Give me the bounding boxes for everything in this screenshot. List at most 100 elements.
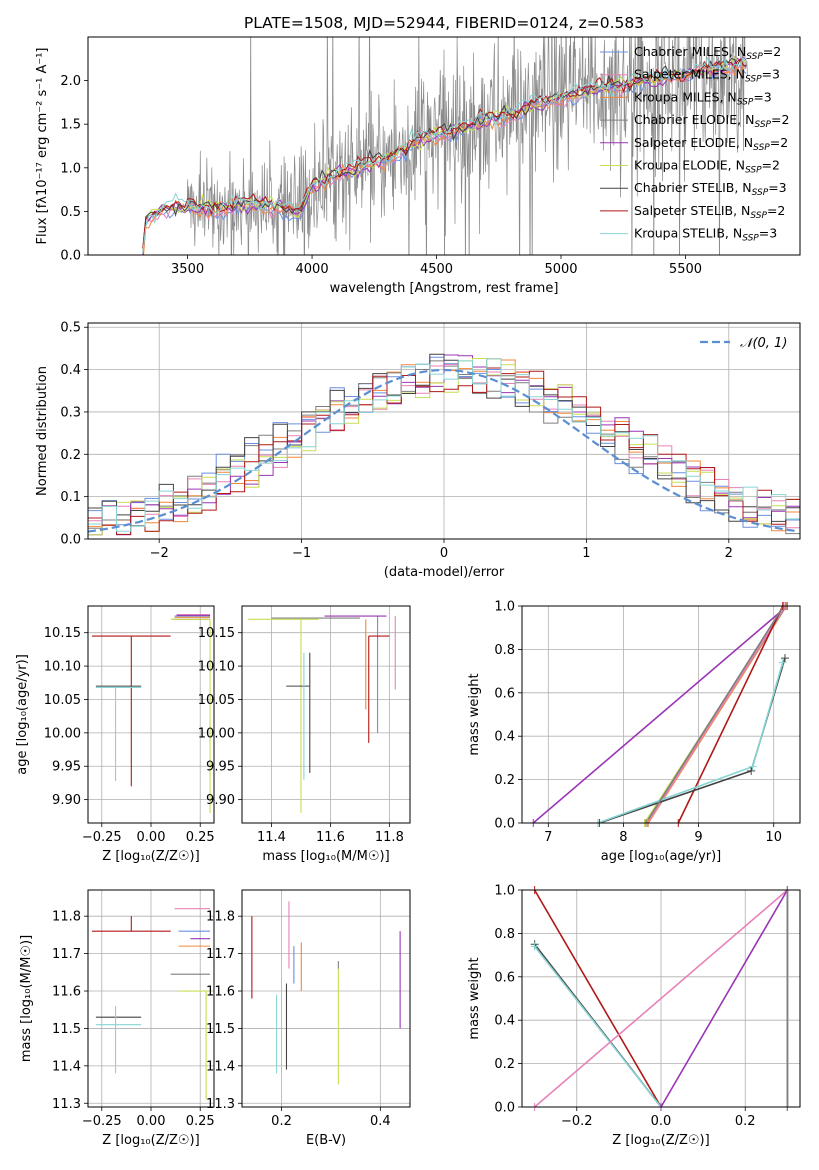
y-tick-label: 10.10 [44,660,81,675]
x-tick-label: 2 [725,546,733,561]
weight-line [532,606,788,823]
y-tick-label: 0.4 [494,1014,515,1029]
x-tick-label: 4500 [420,262,453,277]
y-tick-label: 11.5 [206,1022,235,1037]
x-tick-label: −0.2 [561,1114,593,1129]
y-tick-label: 0.0 [60,533,81,548]
residual-histogram [88,358,800,532]
axes-frame [87,36,801,256]
x-tick-label: 0.25 [186,830,215,845]
x-tick-label: 11.4 [257,830,286,845]
y-tick-label: 11.5 [52,1022,81,1037]
y-tick-label: 0.0 [60,249,81,264]
y-tick-label: 9.90 [206,793,235,808]
weight-marker [530,942,539,951]
panel-weight_vs_age: 7 8 9 10 0.0 0.2 0.4 0.6 0.8 1.0 age [log₁₀(age/yr… [467,600,801,864]
model-spectrum [142,56,747,253]
y-tick-label: 0.3 [60,405,81,420]
x-tick-label: 7 [544,830,552,845]
weight-marker [780,654,789,663]
y-tick-label: 1.0 [494,884,515,899]
x-tick-label: 5500 [669,262,702,277]
legend-label: Chabrier STELIB, NSSP=3 [634,180,787,198]
panel-age_vs_mass: 11.4 11.6 11.8 9.90 9.95 10.00 10.05 10.10 10.15… [198,605,411,864]
y-tick-label: 11.7 [206,947,235,962]
x-tick-label: 0.2 [271,1114,292,1129]
y-tick-label: 0.6 [494,686,515,701]
legend-label: Kroupa STELIB, NSSP=3 [634,226,777,244]
weight-line [645,606,785,823]
y-tick-label: 11.3 [52,1097,81,1112]
x-tick-label: 0.4 [370,1114,391,1129]
y-tick-label: 10.15 [44,626,81,641]
y-tick-label: 0.2 [60,448,81,463]
x-tick-label: 0.00 [137,830,166,845]
y-tick-label: 0.8 [494,643,515,658]
x-tick-label: 10 [765,830,782,845]
x-tick-label: −0.25 [82,830,122,845]
y-tick-label: 11.3 [206,1097,235,1112]
panel-mass_vs_Z: −0.25 0.00 0.25 11.3 11.4 11.5 11.6 11.7 11.8 Z [… [19,889,215,1148]
x-tick-label: 3500 [171,262,204,277]
x-tick-label: 0.25 [186,1114,215,1129]
weight-marker [778,658,787,667]
axes-frame [87,322,801,540]
axes-frame [241,605,411,824]
y-tick-label: 1.5 [60,118,81,133]
y-tick-label: 11.8 [52,910,81,925]
legend-label: Salpeter STELIB, NSSP=2 [634,203,785,221]
x-axis-label: (data-model)/error [384,565,505,580]
x-axis-label: age [log₁₀(age/yr)] [601,849,722,864]
axes-frame [521,889,801,1108]
panel-weight_vs_Z: −0.2 0.0 0.2 0.0 0.2 0.4 0.6 0.8 1.0 Z [log₁₀(Z/Z… [467,884,801,1148]
plot-area [142,37,748,255]
y-tick-label: 11.8 [206,910,235,925]
legend-label: 𝒩(0, 1) [740,336,787,351]
axes-frame [87,605,215,824]
plot-area [242,890,410,1107]
plot-area [522,890,800,1107]
y-tick-label: 10.00 [198,726,235,741]
x-tick-label: 9 [694,830,702,845]
plot-area [522,606,800,823]
plot-area [88,606,214,823]
x-axis-label: Z [log₁₀(Z/Z☉)] [612,1133,709,1148]
y-tick-label: 11.7 [52,947,81,962]
y-tick-label: 0.2 [494,773,515,788]
x-axis-label: Z [log₁₀(Z/Z☉)] [102,1133,199,1148]
x-axis-label: wavelength [Angstrom, rest frame] [330,281,559,296]
weight-line [646,606,786,823]
x-tick-label: 1 [582,546,590,561]
x-tick-label: −2 [150,546,169,561]
weight-line [660,890,789,1107]
y-axis-label: mass [log₁₀(M/M☉)] [19,935,34,1062]
y-tick-label: 9.95 [206,760,235,775]
x-tick-label: 0.2 [735,1114,756,1129]
axes-frame [241,889,411,1108]
x-tick-label: 0.00 [137,1114,166,1129]
panel-mass_vs_ebv: 0.2 0.4 11.3 11.4 11.5 11.6 11.7 11.8 E(B-V) [206,889,411,1148]
residual-histogram [88,367,800,535]
x-axis-label: mass [log₁₀(M/M☉)] [262,849,389,864]
plot-area [88,323,800,539]
y-axis-label: mass weight [467,957,482,1039]
legend-label: Salpeter MILES, NSSP=3 [634,67,780,85]
y-tick-label: 1.0 [494,600,515,615]
y-tick-label: 0.0 [494,1101,515,1116]
x-tick-label: −1 [292,546,311,561]
y-tick-label: 0.2 [494,1057,515,1072]
y-tick-label: 0.6 [494,970,515,985]
y-tick-label: 0.0 [494,817,515,832]
axes-frame [521,605,801,824]
y-axis-label: mass weight [467,673,482,755]
panel-spectrum: 3500 4000 4500 5000 5500 0.0 0.5 1.0 1.5 2.0 wavel… [35,36,801,296]
normal-curve [88,368,798,533]
y-tick-label: 11.4 [52,1059,81,1074]
y-axis-label: Normed distribution [35,366,50,496]
legend-label: Chabrier MILES, NSSP=2 [634,44,781,62]
legend-label: Kroupa ELODIE, NSSP=2 [634,158,780,176]
y-tick-label: 9.90 [52,793,81,808]
x-tick-label: 11.6 [316,830,345,845]
y-tick-label: 0.4 [494,730,515,745]
